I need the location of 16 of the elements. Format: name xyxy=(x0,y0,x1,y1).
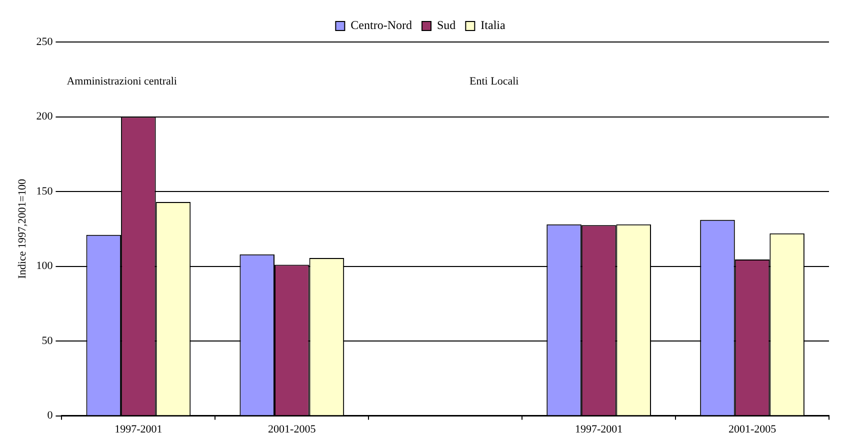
y-tick-label: 150 xyxy=(36,185,54,198)
legend-label: Sud xyxy=(436,18,456,32)
y-tick-label: 250 xyxy=(36,36,54,48)
x-tick-label: 2001-2005 xyxy=(268,423,316,436)
x-tick-label: 2001-2005 xyxy=(728,423,777,436)
y-tick-label: 200 xyxy=(36,110,54,123)
y-tick-label: 50 xyxy=(42,334,54,347)
y-axis-title: Indice 1997,2001=100 xyxy=(16,178,28,279)
legend-label: Italia xyxy=(480,18,506,32)
y-tick-label: 0 xyxy=(47,410,54,422)
annotation: Amministrazioni centrali xyxy=(66,75,177,88)
annotation: Enti Locali xyxy=(470,75,519,88)
x-tick-label: 1997-2001 xyxy=(114,423,162,436)
y-tick-label: 100 xyxy=(36,260,54,272)
x-tick-label: 1997-2001 xyxy=(574,423,623,436)
legend-label: Centro-Nord xyxy=(350,18,412,32)
